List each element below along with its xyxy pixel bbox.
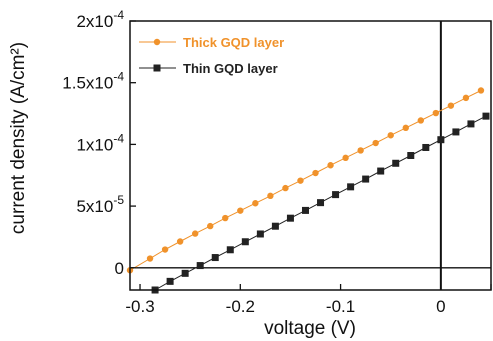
legend: Thick GQD layer Thin GQD layer (139, 35, 284, 76)
plot-frame (129, 20, 492, 291)
y-tick-label: 1.5x10-4 (62, 70, 124, 93)
legend-label: Thick GQD layer (183, 35, 284, 50)
data-point (271, 222, 279, 230)
data-point (407, 152, 415, 159)
data-point (347, 183, 355, 191)
x-tick-label: -0.3 (125, 297, 154, 316)
x-axis-title: voltage (V) (264, 318, 356, 339)
y-tick-label: 2x10-4 (76, 8, 124, 31)
ticks-layer: -0.3 -0.2 -0.1 0 0 5x10-5 1x10-4 1.5x10-4 2x10-4 (62, 8, 492, 316)
data-point (301, 206, 309, 214)
data-point (447, 102, 455, 109)
data-point (362, 175, 370, 183)
data-point (452, 128, 460, 136)
data-point (437, 136, 445, 144)
data-point (467, 120, 475, 128)
data-point (252, 200, 259, 207)
data-point (477, 87, 485, 94)
data-point (207, 222, 214, 230)
data-point (482, 112, 490, 120)
y-tick-label: 0 (115, 259, 124, 278)
legend-item-1: Thick GQD layer (139, 35, 284, 50)
data-point (417, 117, 425, 124)
data-point (387, 132, 394, 139)
data-point (196, 262, 204, 270)
x-tick-label: -0.2 (226, 297, 255, 316)
data-point (402, 124, 409, 132)
data-point (327, 162, 334, 169)
plot-layer (126, 21, 491, 294)
data-point (332, 191, 340, 199)
data-point (462, 94, 470, 102)
series-2 (151, 112, 490, 294)
data-point (267, 192, 274, 200)
data-point (377, 167, 385, 175)
data-point (297, 177, 304, 184)
legend-item-2: Thin GQD layer (139, 61, 278, 76)
data-point (222, 214, 229, 222)
data-point (357, 147, 364, 154)
series-1 (126, 87, 485, 274)
legend-label: Thin GQD layer (183, 61, 278, 76)
data-point (241, 238, 249, 246)
y-tick-label: 5x10-5 (76, 193, 124, 216)
data-point (282, 184, 289, 192)
y-tick-label: 1x10-4 (76, 131, 124, 154)
x-tick-label: 0 (436, 297, 445, 316)
y-axis-title: current density (A/cm²) (8, 42, 29, 234)
legend-marker (153, 38, 161, 46)
data-point (432, 109, 440, 117)
data-point (256, 230, 264, 238)
legend-marker (153, 64, 161, 72)
data-point (146, 255, 154, 262)
data-point (237, 207, 244, 214)
data-point (211, 254, 219, 262)
data-point (191, 230, 199, 237)
data-point (161, 246, 169, 253)
data-point (181, 269, 189, 277)
data-point (226, 246, 234, 254)
data-point (176, 238, 184, 245)
data-point (312, 169, 319, 177)
data-point (372, 139, 379, 147)
data-point (342, 154, 349, 162)
data-point (286, 214, 294, 222)
x-tick-label: -0.1 (326, 297, 355, 316)
data-point (422, 143, 430, 151)
data-point (317, 199, 325, 207)
data-point (166, 277, 174, 285)
data-point (392, 159, 400, 167)
